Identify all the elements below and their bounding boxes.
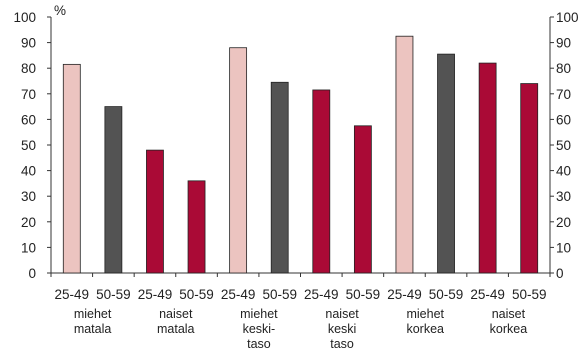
x-category-label: 25-49 xyxy=(55,287,90,302)
bar xyxy=(104,106,123,274)
bar xyxy=(312,89,331,274)
group-label-line: matala xyxy=(74,322,112,336)
y-tick-label-right: 40 xyxy=(556,164,571,179)
x-category-label: 25-49 xyxy=(304,287,339,302)
y-tick-label-left: 60 xyxy=(21,112,36,127)
group-label-line: taso xyxy=(247,337,271,351)
group-label-line: keski- xyxy=(243,322,276,336)
y-tick-label-right: 50 xyxy=(556,138,571,153)
y-tick-label-left: 0 xyxy=(28,266,36,281)
bar xyxy=(62,63,81,274)
y-tick-label-left: 50 xyxy=(21,138,36,153)
x-category-label: 50-59 xyxy=(96,287,131,302)
bar xyxy=(146,149,164,274)
y-tick-label-left: 20 xyxy=(21,215,36,230)
group-label-line: naiset xyxy=(492,307,526,321)
y-unit-label: % xyxy=(54,3,66,18)
y-tick-label-left: 100 xyxy=(13,10,36,25)
y-tick-label-right: 30 xyxy=(556,189,571,204)
y-tick-label-right: 60 xyxy=(556,112,571,127)
x-category-label: 25-49 xyxy=(387,287,422,302)
y-tick-label-left: 40 xyxy=(21,164,36,179)
x-category-label: 50-59 xyxy=(429,287,464,302)
bars xyxy=(62,35,539,274)
bar xyxy=(187,180,206,274)
y-tick-label-right: 100 xyxy=(556,10,579,25)
bar xyxy=(270,81,289,274)
bar xyxy=(395,35,414,274)
y-tick-label-right: 90 xyxy=(556,36,571,51)
x-category-label: 50-59 xyxy=(262,287,297,302)
x-category-label: 50-59 xyxy=(346,287,381,302)
bar xyxy=(478,62,497,274)
group-label-line: keski xyxy=(328,322,356,336)
y-tick-label-right: 20 xyxy=(556,215,571,230)
bar xyxy=(520,83,539,274)
group-label-line: korkea xyxy=(490,322,528,336)
bar xyxy=(437,53,455,274)
x-category-label: 25-49 xyxy=(221,287,256,302)
x-category-label: 50-59 xyxy=(512,287,547,302)
labels: 25-49 50-59 25-49 50-59 25-49 50-59 25-49 50-59… xyxy=(55,287,547,351)
y-tick-label-left: 10 xyxy=(21,240,36,255)
group-label-line: korkea xyxy=(406,322,444,336)
y-tick-label-left: 80 xyxy=(21,61,36,76)
y-tick-label-right: 0 xyxy=(556,266,564,281)
group-label-line: naiset xyxy=(325,307,359,321)
y-tick-label-left: 70 xyxy=(21,87,36,102)
y-tick-label-right: 10 xyxy=(556,240,571,255)
y-tick-label-left: 30 xyxy=(21,189,36,204)
bar xyxy=(229,47,248,274)
y-tick-label-right: 70 xyxy=(556,87,571,102)
y-tick-label-right: 80 xyxy=(556,61,571,76)
x-category-label: 25-49 xyxy=(470,287,505,302)
y-tick-label-left: 90 xyxy=(21,36,36,51)
bar xyxy=(353,125,372,274)
group-label-line: miehet xyxy=(74,307,112,321)
group-label-line: miehet xyxy=(240,307,278,321)
x-category-label: 50-59 xyxy=(179,287,214,302)
axes: 0 0 10 10 20 20 30 30 40 40 50 50 60 60 70 70 80 80 90 90 10… xyxy=(13,3,578,281)
group-label-line: taso xyxy=(330,337,354,351)
x-category-label: 25-49 xyxy=(138,287,173,302)
group-label-line: miehet xyxy=(406,307,444,321)
group-label-line: naiset xyxy=(159,307,193,321)
group-label-line: matala xyxy=(157,322,195,336)
